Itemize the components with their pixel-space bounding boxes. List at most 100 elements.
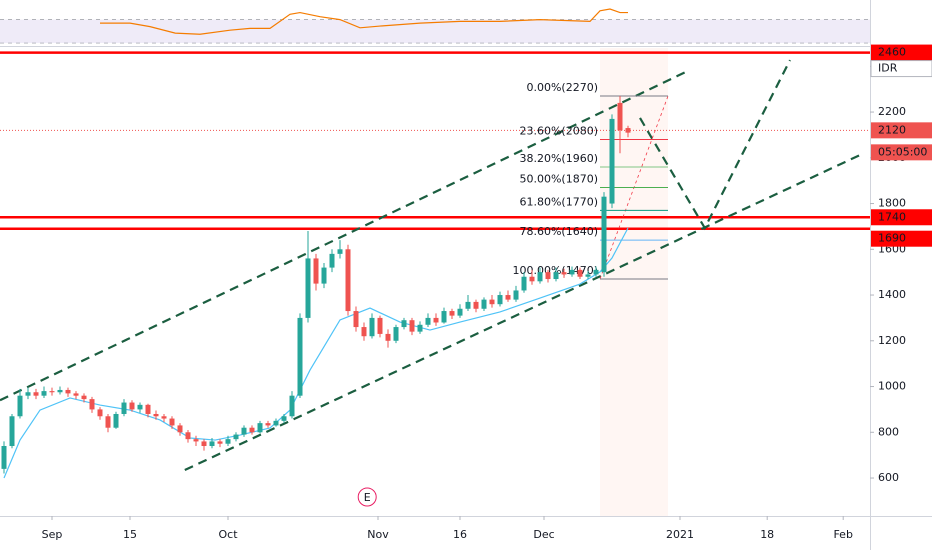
candle-body (289, 395, 295, 417)
y-tick-label: 1000 (878, 380, 906, 393)
candle-body (529, 276, 535, 282)
candle-body (33, 392, 39, 396)
last-price-label: 2120 (878, 123, 906, 136)
candle-body (585, 274, 591, 277)
level-label: 1690 (878, 232, 906, 245)
candle-body (217, 441, 223, 444)
candle-body (73, 393, 79, 396)
candle-body (265, 423, 271, 426)
candle-body (105, 416, 111, 428)
y-tick-label: 1200 (878, 334, 906, 347)
candle-body (577, 269, 583, 277)
candle-body (81, 395, 87, 400)
candle-body (57, 389, 63, 393)
candle-body (313, 258, 319, 284)
candle-body (481, 299, 487, 309)
last-price-label-box (871, 122, 932, 139)
candle-body (569, 269, 575, 275)
candle-body (41, 391, 47, 396)
candle-body (409, 320, 415, 332)
x-tick-label: Sep (42, 528, 63, 541)
candle-body (609, 118, 615, 204)
y-tick-label: 1400 (878, 288, 906, 301)
x-tick-label: 2021 (666, 528, 694, 541)
candle-body (241, 427, 247, 435)
candle-body (305, 258, 311, 318)
candle-body (1, 446, 7, 469)
candle-body (593, 269, 599, 275)
fib-label: 100.00%(1470) (512, 264, 598, 277)
candle-body (625, 128, 631, 133)
projection-zone (600, 48, 668, 516)
candle-body (513, 290, 519, 300)
candle-body (249, 427, 255, 433)
fib-label: 78.60%(1640) (519, 225, 598, 238)
candle-body (545, 272, 551, 280)
candle-body (177, 425, 183, 433)
candle-body (377, 317, 383, 334)
candle-body (209, 441, 215, 447)
trendline (184, 154, 861, 472)
candle-body (425, 317, 431, 325)
event-marker (357, 487, 377, 507)
candle-body (497, 295, 503, 305)
candle-body (153, 413, 159, 417)
candle-body (145, 404, 151, 414)
trendline (0, 68, 691, 402)
x-tick-label: 15 (123, 528, 137, 541)
candle-body (273, 420, 279, 426)
y-tick-label: 2200 (878, 105, 906, 118)
fib-label: 23.60%(2080) (519, 124, 598, 137)
candle-body (369, 317, 375, 337)
candle-body (321, 267, 327, 284)
fib-label: 50.00%(1870) (519, 173, 598, 186)
candle-body (417, 324, 423, 332)
currency-label: IDR (878, 62, 898, 75)
candle-body (353, 311, 359, 328)
candle-body (473, 301, 479, 309)
candle-body (601, 196, 607, 273)
candle-body (225, 439, 231, 444)
candle-body (129, 402, 135, 410)
candle-body (193, 439, 199, 442)
candle-body (337, 249, 343, 254)
candle-body (161, 416, 167, 419)
candle-body (489, 299, 495, 305)
candle-body (185, 432, 191, 440)
y-tick-label: 1800 (878, 197, 906, 210)
fib-label: 38.20%(1960) (519, 152, 598, 165)
candle-body (441, 311, 447, 323)
candle-body (505, 295, 511, 300)
candle-body (329, 253, 335, 268)
candle-body (17, 395, 23, 417)
indicator-band (0, 19, 870, 44)
candle-body (401, 320, 407, 328)
x-tick-label: Dec (533, 528, 554, 541)
candle-body (201, 441, 207, 447)
level-label-box (871, 230, 932, 247)
candle-body (521, 276, 527, 291)
x-tick-label: Feb (833, 528, 852, 541)
candle-body (361, 327, 367, 337)
candle-body (393, 327, 399, 341)
candle-body (345, 249, 351, 312)
candle-body (257, 423, 263, 433)
candle-body (89, 399, 95, 410)
candle-body (457, 308, 463, 316)
candle-body (113, 413, 119, 428)
candle-body (233, 434, 239, 440)
y-tick-label: 600 (878, 471, 899, 484)
x-tick-label: Nov (367, 528, 389, 541)
level-label: 1740 (878, 210, 906, 223)
candle-body (121, 402, 127, 414)
level-label: 2460 (878, 46, 906, 59)
candle-body (617, 102, 623, 131)
candle-body (561, 272, 567, 275)
trendline (639, 59, 791, 231)
candle-body (65, 389, 71, 394)
countdown-label-box (871, 144, 932, 161)
level-label-box (871, 44, 932, 61)
indicator-line (100, 8, 628, 35)
